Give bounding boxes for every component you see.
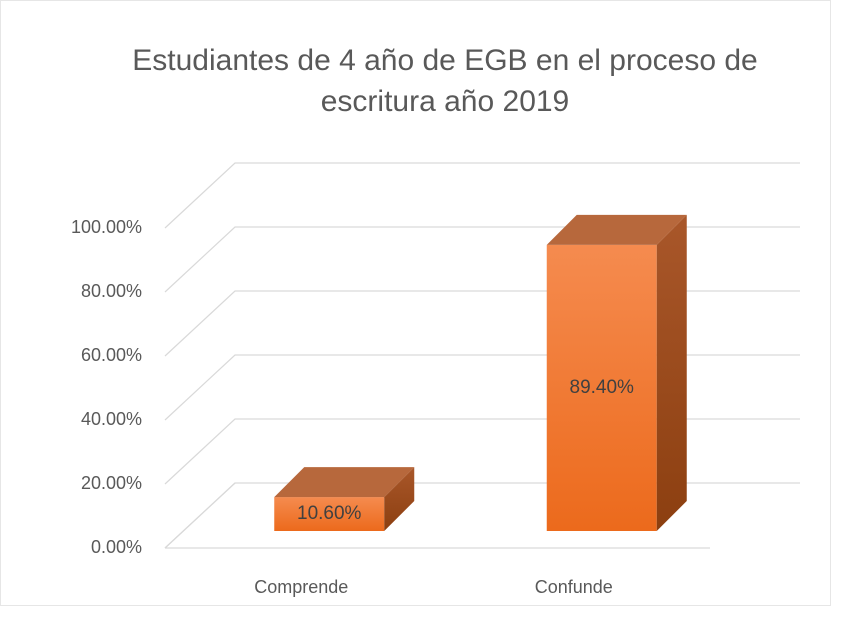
x-tick-label: Confunde <box>535 577 613 597</box>
chart-title: Estudiantes de 4 año de EGB en el proces… <box>132 44 757 77</box>
floor <box>164 482 710 549</box>
bar-front <box>274 497 385 531</box>
data-label: 10.60% <box>297 503 362 524</box>
grid-line <box>164 290 800 357</box>
grid-line <box>164 162 800 229</box>
x-tick-label: Comprende <box>254 577 348 597</box>
bar-top <box>546 214 687 245</box>
chart-border <box>0 0 831 606</box>
bar-front <box>546 244 657 532</box>
grid-line <box>164 482 800 549</box>
y-tick-label: 100.00% <box>71 217 142 237</box>
y-tick-label: 0.00% <box>91 537 142 557</box>
y-tick-label: 60.00% <box>81 345 142 365</box>
bar-side <box>656 214 687 532</box>
bar-side <box>384 467 415 531</box>
y-tick-label: 20.00% <box>81 473 142 493</box>
bar-top <box>274 467 415 498</box>
grid-line <box>164 354 800 421</box>
grid-line <box>164 226 800 293</box>
data-label: 89.40% <box>570 377 635 398</box>
y-tick-label: 40.00% <box>81 409 142 429</box>
chart-title: escritura año 2019 <box>321 85 570 118</box>
y-tick-label: 80.00% <box>81 281 142 301</box>
grid-line <box>164 418 800 485</box>
